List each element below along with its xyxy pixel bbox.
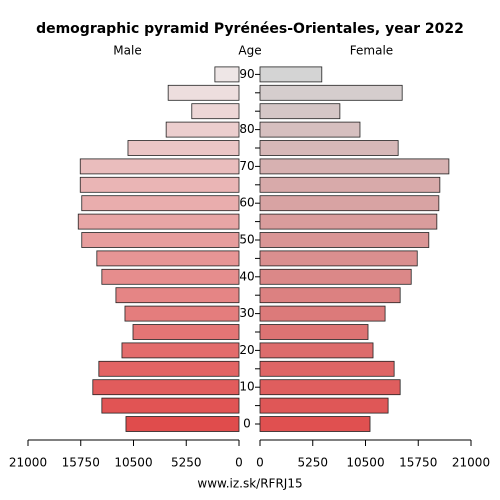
bar: [259, 213, 438, 230]
bar: [259, 397, 389, 414]
age-tick-label: 40: [239, 269, 254, 283]
bar: [259, 268, 412, 285]
bar: [259, 287, 401, 304]
bar: [167, 84, 240, 101]
bar: [259, 66, 323, 83]
bar: [259, 195, 440, 212]
bar: [77, 213, 240, 230]
bar: [96, 250, 240, 267]
age-tick-label: 90: [239, 67, 254, 81]
bar: [259, 103, 341, 120]
age-tick-label: 80: [239, 122, 254, 136]
age-tick-label: 30: [239, 306, 254, 320]
x-tick-label: 15750: [399, 456, 437, 470]
bar: [259, 342, 374, 359]
bar: [121, 342, 240, 359]
bar: [92, 379, 240, 396]
bar: [259, 158, 450, 175]
bar: [259, 379, 401, 396]
age-tick-label: 50: [239, 233, 254, 247]
x-tick-label: 10500: [346, 456, 384, 470]
bar: [214, 66, 240, 83]
bar: [191, 103, 240, 120]
legend-label: Male: [113, 44, 141, 58]
bar: [259, 232, 430, 248]
legend-label: Female: [350, 44, 393, 58]
x-tick-label: 5250: [297, 456, 328, 470]
footer: www.iz.sk/RFRJ15: [197, 477, 302, 491]
bar: [127, 140, 240, 156]
chart-title: demographic pyramid Pyrénées-Orientales,…: [36, 21, 464, 37]
bar: [259, 121, 361, 138]
bar: [79, 176, 240, 193]
bar: [259, 140, 399, 156]
x-tick-label: 21000: [9, 456, 47, 470]
bar: [101, 397, 240, 414]
age-tick-label: 20: [239, 343, 254, 357]
bar: [259, 305, 386, 322]
x-tick-label: 15750: [62, 456, 100, 470]
x-tick-label: 0: [235, 456, 243, 470]
bar: [81, 195, 240, 212]
bar: [165, 121, 240, 138]
bar: [115, 287, 240, 304]
x-tick-label: 10500: [114, 456, 152, 470]
bar: [98, 360, 240, 377]
bar: [132, 324, 240, 340]
age-tick-label: 0: [243, 417, 251, 431]
bar: [259, 250, 418, 267]
bar: [259, 324, 369, 340]
bar: [259, 360, 395, 377]
bar: [259, 416, 371, 432]
bar: [259, 84, 403, 101]
bar: [101, 268, 240, 285]
x-tick-label: 5250: [171, 456, 202, 470]
x-tick-label: 0: [256, 456, 264, 470]
bar: [79, 158, 240, 175]
bar: [259, 176, 441, 193]
age-tick-label: 10: [239, 380, 254, 394]
age-label: Age: [238, 44, 261, 58]
age-tick-label: 60: [239, 196, 254, 210]
bar: [125, 416, 240, 432]
bar: [124, 305, 240, 322]
bar: [81, 232, 240, 248]
x-tick-label: 21000: [452, 456, 490, 470]
age-tick-label: 70: [239, 159, 254, 173]
